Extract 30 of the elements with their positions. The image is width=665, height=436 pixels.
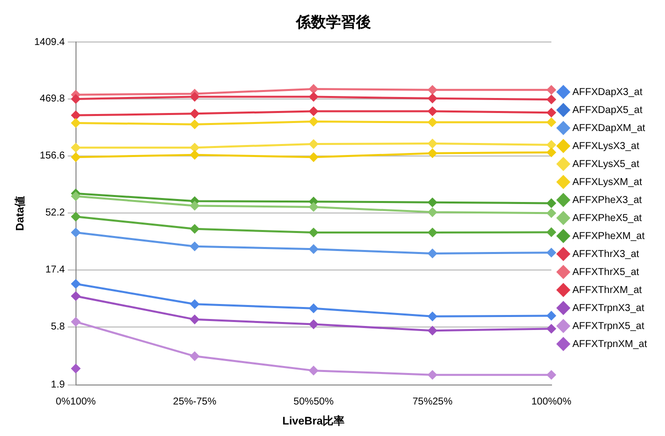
legend-label: AFFXThrX3_at: [572, 248, 640, 260]
x-tick-label: 50%50%: [294, 396, 334, 408]
legend-label: AFFXThrXM_at: [572, 284, 642, 296]
y-tick-label: 156.6: [40, 150, 66, 162]
legend-label: AFFXDapX3_at: [572, 86, 643, 98]
x-tick-label: 100%0%: [531, 396, 572, 408]
y-tick-label: 17.4: [45, 264, 66, 276]
legend-label: AFFXLysX3_at: [572, 140, 640, 152]
y-tick-label: 469.8: [40, 94, 66, 105]
x-axis-title: LiveBra比率: [282, 414, 345, 428]
legend-label: AFFXTrpnX5_at: [572, 320, 644, 332]
chart-title: 係数学習後: [295, 12, 371, 31]
y-tick-label: 5.8: [50, 322, 66, 333]
legend-label: AFFXPheXM_at: [572, 230, 645, 242]
legend-label: AFFXPheX5_at: [572, 212, 642, 224]
legend-label: AFFXTrpnX3_at: [572, 302, 644, 314]
legend-label: AFFXDapXM_at: [572, 122, 646, 134]
y-tick-label: 1409.4: [34, 36, 66, 48]
legend-label: AFFXThrX5_at: [572, 266, 640, 278]
x-tick-label: 0%100%: [56, 396, 96, 408]
y-tick-label: 1.9: [50, 380, 66, 391]
legend-label: AFFXDapX5_at: [572, 104, 643, 116]
y-axis-title: Data値: [14, 196, 27, 231]
legend-label: AFFXPheX3_at: [572, 194, 642, 206]
y-tick-label: 52.2: [45, 208, 66, 219]
x-tick-label: 25%-75%: [173, 396, 216, 408]
legend-label: AFFXTrpnXM_at: [572, 338, 648, 350]
legend-label: AFFXLysX5_at: [572, 158, 640, 170]
x-tick-label: 75%25%: [412, 396, 453, 408]
legend-label: AFFXLysXM_at: [572, 176, 642, 188]
